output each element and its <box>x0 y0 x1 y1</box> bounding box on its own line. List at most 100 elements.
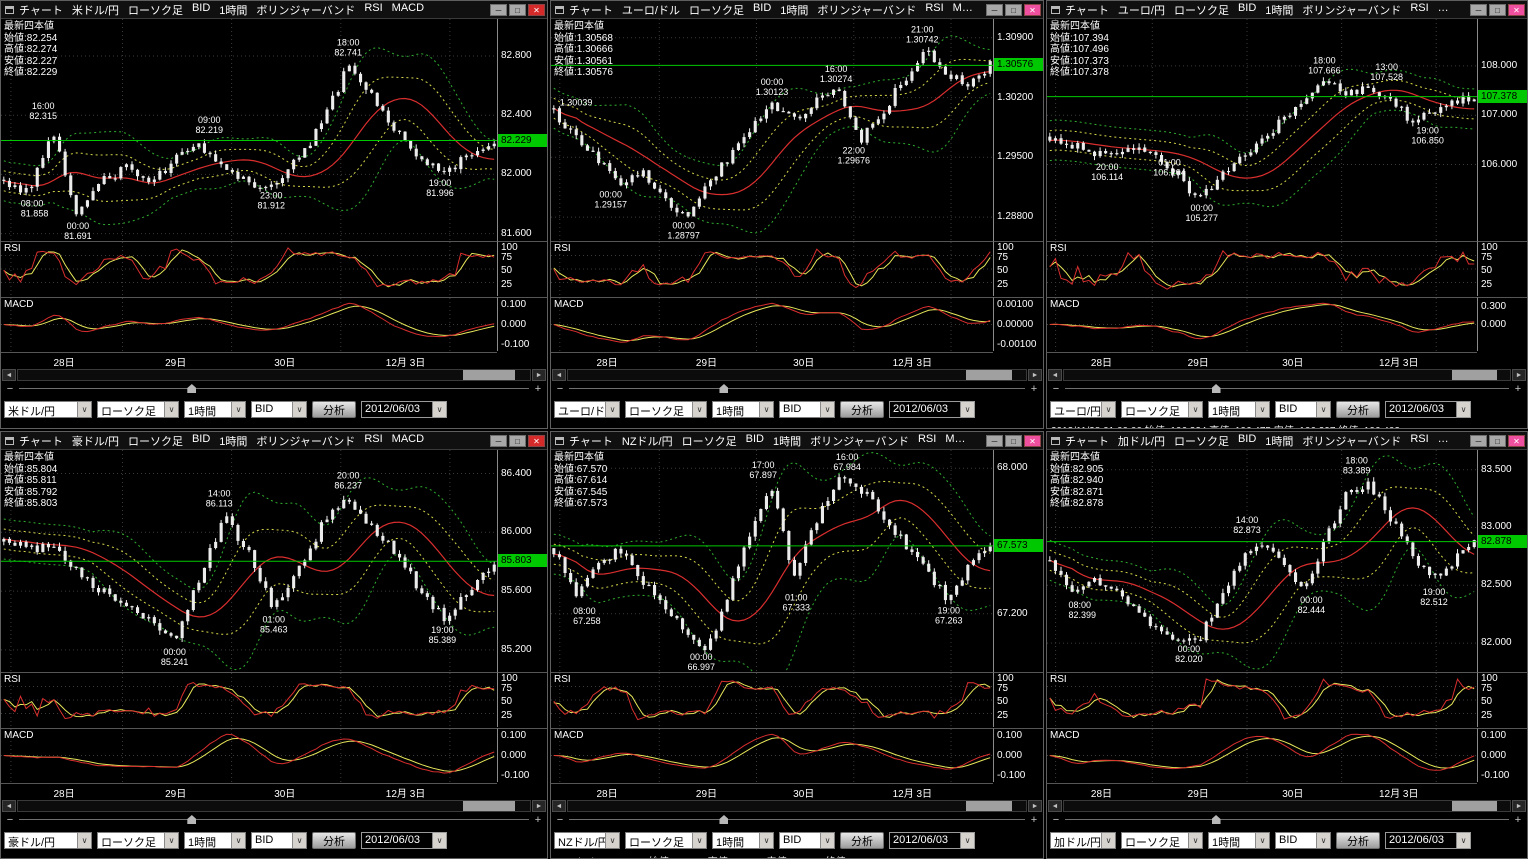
scrollbar-track[interactable] <box>567 369 1027 381</box>
dropdown-arrow-icon[interactable]: ∨ <box>231 401 245 417</box>
date-select[interactable]: 2012/06/03 ∨ <box>361 831 447 849</box>
macd-plot[interactable]: MACD <box>551 297 993 352</box>
dropdown-arrow-icon[interactable]: ∨ <box>1456 832 1470 848</box>
main-chart-plot[interactable]: 20:00 106.114 01:00 106.204 00:00 105.277 18:0… <box>1047 19 1477 241</box>
scroll-left-button[interactable]: ◄ <box>1048 800 1062 812</box>
rsi-plot[interactable]: RSI <box>1047 241 1477 297</box>
scroll-left-button[interactable]: ◄ <box>2 800 16 812</box>
timeframe-select[interactable]: 1時間 ∨ <box>712 831 774 849</box>
zoom-slider[interactable] <box>19 383 529 394</box>
titlebar[interactable]: チャート ユーロ/円 ローソク足 BID 1時間 ボリンジャーバンド RSI … ─ □ ✕ <box>1047 1 1527 19</box>
chart-type-select[interactable]: ローソク足 ∨ <box>1121 831 1203 849</box>
dropdown-arrow-icon[interactable]: ∨ <box>692 832 706 848</box>
zoom-slider[interactable] <box>569 814 1025 825</box>
minimize-button[interactable]: ─ <box>490 3 507 16</box>
rsi-plot[interactable]: RSI <box>1 672 497 728</box>
rsi-chart[interactable] <box>1047 242 1477 296</box>
timeframe-select[interactable]: 1時間 ∨ <box>184 831 246 849</box>
scroll-left-button[interactable]: ◄ <box>552 369 566 381</box>
scroll-left-button[interactable]: ◄ <box>2 369 16 381</box>
close-button[interactable]: ✕ <box>528 434 545 447</box>
zoom-slider[interactable] <box>19 814 529 825</box>
scrollbar-thumb[interactable] <box>966 801 1013 811</box>
dropdown-arrow-icon[interactable]: ∨ <box>605 401 619 417</box>
dropdown-arrow-icon[interactable]: ∨ <box>1188 832 1202 848</box>
minimize-button[interactable]: ─ <box>986 3 1003 16</box>
timeframe-select[interactable]: 1時間 ∨ <box>1208 831 1270 849</box>
analyze-button[interactable]: 分析 <box>1336 400 1380 418</box>
dropdown-arrow-icon[interactable]: ∨ <box>1316 832 1330 848</box>
zoom-slider[interactable] <box>569 383 1025 394</box>
dropdown-arrow-icon[interactable]: ∨ <box>759 832 773 848</box>
minimize-button[interactable]: ─ <box>1470 3 1487 16</box>
date-select[interactable]: 2012/06/03 ∨ <box>1385 831 1471 849</box>
zoom-slider-thumb[interactable] <box>1211 815 1221 824</box>
zoom-slider-thumb[interactable] <box>719 815 729 824</box>
date-select[interactable]: 2012/06/03 ∨ <box>889 831 975 849</box>
zoom-slider-thumb[interactable] <box>187 815 197 824</box>
dropdown-arrow-icon[interactable]: ∨ <box>432 832 446 848</box>
maximize-button[interactable]: □ <box>1489 434 1506 447</box>
scroll-right-button[interactable]: ► <box>1512 369 1526 381</box>
scroll-right-button[interactable]: ► <box>1028 369 1042 381</box>
dropdown-arrow-icon[interactable]: ∨ <box>1456 401 1470 417</box>
chart-type-select[interactable]: ローソク足 ∨ <box>625 400 707 418</box>
price-side-select[interactable]: BID ∨ <box>1275 831 1331 849</box>
dropdown-arrow-icon[interactable]: ∨ <box>77 401 91 417</box>
date-select[interactable]: 2012/06/03 ∨ <box>1385 400 1471 418</box>
dropdown-arrow-icon[interactable]: ∨ <box>1188 401 1202 417</box>
scrollbar-thumb[interactable] <box>1452 370 1497 380</box>
minimize-button[interactable]: ─ <box>986 434 1003 447</box>
analyze-button[interactable]: 分析 <box>1336 831 1380 849</box>
dropdown-arrow-icon[interactable]: ∨ <box>960 832 974 848</box>
chart-type-select[interactable]: ローソク足 ∨ <box>97 831 179 849</box>
analyze-button[interactable]: 分析 <box>312 400 356 418</box>
dropdown-arrow-icon[interactable]: ∨ <box>231 832 245 848</box>
scroll-right-button[interactable]: ► <box>1512 800 1526 812</box>
macd-plot[interactable]: MACD <box>551 728 993 783</box>
zoom-in-button[interactable]: + <box>1030 813 1038 826</box>
rsi-plot[interactable]: RSI <box>551 241 993 297</box>
scrollbar-thumb[interactable] <box>463 801 515 811</box>
analyze-button[interactable]: 分析 <box>840 831 884 849</box>
close-button[interactable]: ✕ <box>1508 434 1525 447</box>
zoom-in-button[interactable]: + <box>1514 813 1522 826</box>
dropdown-arrow-icon[interactable]: ∨ <box>759 401 773 417</box>
titlebar[interactable]: チャート 加ドル/円 ローソク足 BID 1時間 ボリンジャーバンド RSI … ─ □ ✕ <box>1047 432 1527 450</box>
main-chart-plot[interactable]: 08:00 67.258 00:00 66.997 17:00 67.897 01:00 67… <box>551 450 993 672</box>
scrollbar-track[interactable] <box>1063 369 1511 381</box>
price-side-select[interactable]: BID ∨ <box>251 831 307 849</box>
dropdown-arrow-icon[interactable]: ∨ <box>820 401 834 417</box>
scroll-left-button[interactable]: ◄ <box>1048 369 1062 381</box>
maximize-button[interactable]: □ <box>1005 3 1022 16</box>
zoom-out-button[interactable]: − <box>6 813 14 826</box>
scroll-right-button[interactable]: ► <box>532 800 546 812</box>
dropdown-arrow-icon[interactable]: ∨ <box>1101 832 1115 848</box>
pair-select[interactable]: 豪ドル/円 ∨ <box>4 831 92 849</box>
close-button[interactable]: ✕ <box>1024 434 1041 447</box>
price-side-select[interactable]: BID ∨ <box>1275 400 1331 418</box>
pair-select[interactable]: 米ドル/円 ∨ <box>4 400 92 418</box>
titlebar[interactable]: チャート ユーロ/ドル ローソク足 BID 1時間 ボリンジャーバンド RSI M… ─ □ ✕ <box>551 1 1043 19</box>
scrollbar-track[interactable] <box>17 800 531 812</box>
scrollbar-track[interactable] <box>567 800 1027 812</box>
titlebar[interactable]: チャート 豪ドル/円 ローソク足 BID 1時間 ボリンジャーバンド RSI MACD ─ □ ✕ <box>1 432 547 450</box>
main-chart-plot[interactable]: 08:00 82.399 00:00 82.020 14:00 82.873 00:00 82… <box>1047 450 1477 672</box>
timeframe-select[interactable]: 1時間 ∨ <box>1208 400 1270 418</box>
zoom-slider-thumb[interactable] <box>719 384 729 393</box>
zoom-out-button[interactable]: − <box>1052 382 1060 395</box>
chart-type-select[interactable]: ローソク足 ∨ <box>625 831 707 849</box>
maximize-button[interactable]: □ <box>1489 3 1506 16</box>
titlebar[interactable]: チャート 米ドル/円 ローソク足 BID 1時間 ボリンジャーバンド RSI MACD ─ □ ✕ <box>1 1 547 19</box>
zoom-out-button[interactable]: − <box>1052 813 1060 826</box>
zoom-slider-thumb[interactable] <box>187 384 197 393</box>
minimize-button[interactable]: ─ <box>1470 434 1487 447</box>
main-chart[interactable]: 20:00 106.114 01:00 106.204 00:00 105.277 18:0… <box>1047 19 1477 241</box>
rsi-chart[interactable] <box>551 242 993 296</box>
timeframe-select[interactable]: 1時間 ∨ <box>712 400 774 418</box>
